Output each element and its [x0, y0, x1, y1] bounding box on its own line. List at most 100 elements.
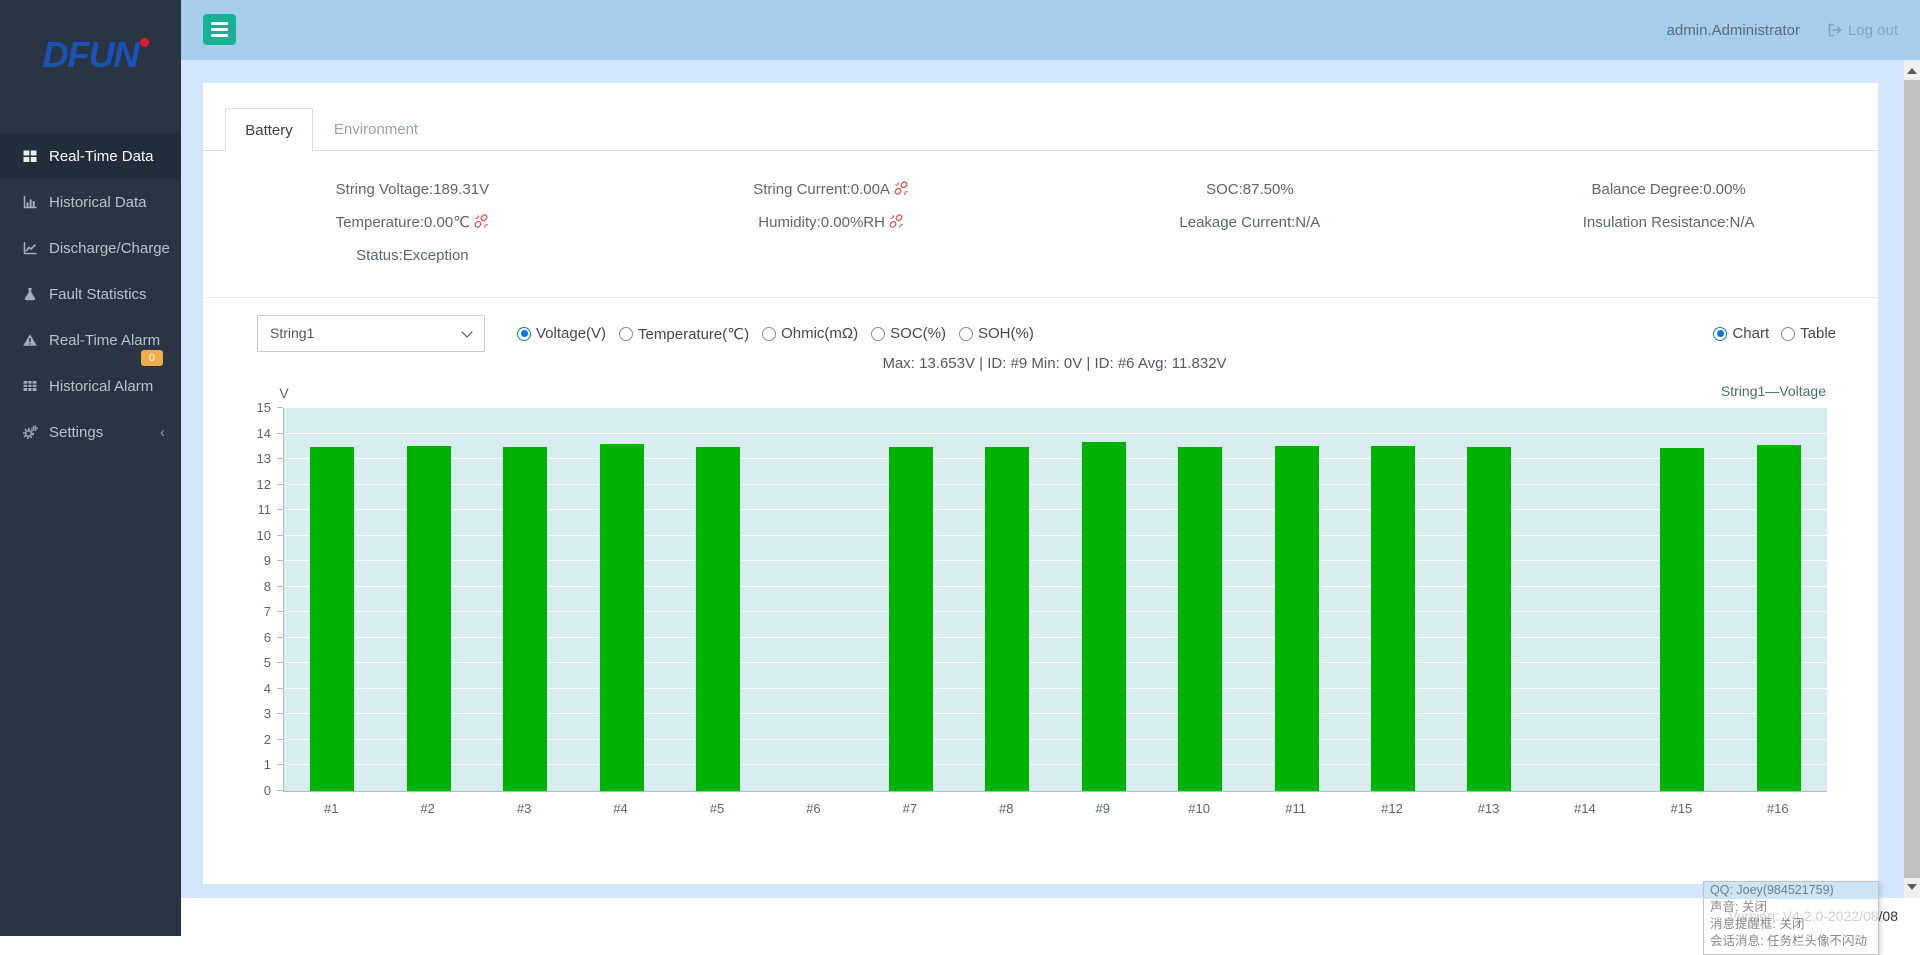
stat-leakage-current: Leakage Current:N/A	[1179, 214, 1321, 231]
sidebar-item-label: Real-Time Alarm	[49, 331, 161, 349]
gridline	[284, 636, 1827, 638]
y-tick-label: 5	[263, 655, 271, 671]
sidebar-item-historical-alarm[interactable]: Historical Alarm	[0, 363, 181, 409]
sidebar-item-fault-statistics[interactable]: Fault Statistics	[0, 271, 181, 317]
chevron-left-icon[interactable]: ‹	[160, 423, 165, 441]
gridline	[284, 662, 1827, 664]
y-axis-unit-label: V	[279, 385, 289, 401]
y-tick-label: 6	[263, 629, 271, 645]
bar-#1	[310, 447, 355, 791]
logout-button[interactable]: Log out	[1826, 22, 1898, 39]
y-tick-mark	[277, 534, 283, 536]
chart-legend[interactable]: String1—Voltage	[1720, 383, 1826, 399]
bar-#9	[1081, 442, 1126, 791]
gridline	[284, 560, 1827, 562]
scroll-up-arrow-icon[interactable]	[1907, 68, 1917, 74]
y-tick-label: 15	[256, 400, 271, 415]
tooltip-line: 消息提醒框: 关闭	[1710, 917, 1805, 931]
stat-status: Status:Exception	[356, 247, 469, 264]
tab-bar: Battery Environment	[203, 108, 1878, 152]
y-tick-mark	[277, 764, 283, 766]
gears-icon	[22, 424, 38, 440]
metric-radio-soc[interactable]: SOC(%)	[871, 325, 946, 342]
sidebar: DFUN Real-Time Data Historical Data Disc…	[0, 0, 181, 936]
metric-radio-group: Voltage(V) Temperature(℃) Ohmic(mΩ) SOC(…	[517, 315, 1034, 352]
x-tick-label: #15	[1670, 801, 1693, 816]
view-radio-table[interactable]: Table	[1781, 325, 1836, 342]
x-tick-label: #10	[1188, 801, 1210, 816]
radio-icon	[958, 326, 973, 341]
x-tick-label: #4	[613, 801, 628, 816]
y-tick-label: 1	[263, 757, 271, 773]
metric-radio-voltage[interactable]: Voltage(V)	[517, 325, 606, 342]
topbar: admin.Administrator Log out	[181, 0, 1920, 60]
sidebar-item-real-time-alarm[interactable]: Real-Time Alarm 0	[0, 317, 181, 366]
metric-radio-temperature[interactable]: Temperature(℃)	[619, 325, 749, 343]
gridline	[284, 509, 1827, 511]
warning-icon	[22, 332, 38, 348]
sidebar-item-real-time-data[interactable]: Real-Time Data	[0, 133, 181, 179]
y-tick-label: 12	[256, 476, 271, 492]
gridline	[284, 534, 1827, 536]
voltage-bar-chart	[277, 407, 1827, 792]
table-icon	[22, 378, 38, 394]
radio-icon	[1781, 326, 1796, 341]
y-tick-mark	[277, 636, 283, 638]
bar-#7	[888, 446, 933, 791]
gridline	[284, 713, 1827, 715]
x-tick-label: #5	[709, 801, 725, 816]
bar-#5	[695, 446, 740, 791]
y-tick-mark	[277, 458, 283, 460]
stat-insulation-resistance: Insulation Resistance:N/A	[1582, 214, 1755, 231]
sidebar-item-settings[interactable]: Settings ‹	[0, 409, 181, 455]
x-tick-label: #7	[902, 801, 918, 816]
bar-#10	[1178, 447, 1223, 791]
bar-#8	[985, 447, 1030, 791]
radio-icon	[619, 326, 634, 341]
bar-chart-icon	[22, 194, 38, 210]
gridline	[284, 611, 1827, 613]
sidebar-item-label: Settings	[49, 423, 104, 441]
tab-battery[interactable]: Battery	[225, 108, 313, 152]
alarm-count-badge: 0	[140, 350, 163, 366]
x-tick-label: #2	[420, 801, 435, 816]
y-tick-mark	[277, 687, 283, 689]
x-tick-label: #11	[1285, 801, 1306, 816]
gridline	[284, 407, 1827, 408]
y-tick-mark	[277, 407, 283, 408]
chevron-down-icon	[461, 326, 473, 338]
broken-link-icon	[889, 214, 903, 228]
scrollbar-thumb[interactable]	[1904, 80, 1920, 878]
section-divider	[203, 297, 1878, 298]
gridline	[284, 483, 1827, 485]
gridline	[284, 738, 1827, 740]
grid-icon	[22, 148, 38, 164]
sidebar-item-label: Historical Data	[49, 193, 147, 211]
stat-soc: SOC:87.50%	[1206, 181, 1294, 198]
y-tick-label: 14	[256, 425, 271, 441]
tooltip-line: QQ: Joey(984521759)	[1704, 882, 1878, 899]
metric-radio-soh[interactable]: SOH(%)	[958, 325, 1034, 342]
qq-status-tooltip: QQ: Joey(984521759) 声音: 关闭 消息提醒框: 关闭 会话消…	[1703, 881, 1879, 955]
tooltip-line: 声音: 关闭	[1710, 900, 1767, 914]
x-tick-label: #6	[806, 801, 821, 816]
x-tick-label: #13	[1477, 801, 1500, 816]
sidebar-item-historical-data[interactable]: Historical Data	[0, 179, 181, 225]
gridline	[284, 585, 1827, 587]
tab-environment[interactable]: Environment	[333, 121, 419, 138]
logout-icon	[1828, 23, 1842, 37]
metric-radio-ohmic[interactable]: Ohmic(mΩ)	[762, 325, 858, 342]
y-tick-label: 9	[263, 553, 271, 569]
vertical-scrollbar[interactable]	[1904, 60, 1920, 898]
y-tick-mark	[277, 611, 283, 613]
stat-temperature: Temperature:0.00℃	[203, 206, 622, 239]
menu-toggle-button[interactable]	[203, 14, 236, 45]
y-tick-label: 7	[263, 604, 271, 620]
view-radio-chart[interactable]: Chart	[1713, 325, 1769, 342]
string-select[interactable]: String1	[257, 315, 485, 352]
scroll-down-arrow-icon[interactable]	[1907, 884, 1917, 890]
x-tick-label: #16	[1766, 801, 1789, 816]
sidebar-item-discharge-charge[interactable]: Discharge/Charge	[0, 225, 181, 271]
chart-summary: Max: 13.653V | ID: #9 Min: 0V | ID: #6 A…	[882, 355, 1227, 372]
logo-red-dot	[140, 38, 150, 47]
